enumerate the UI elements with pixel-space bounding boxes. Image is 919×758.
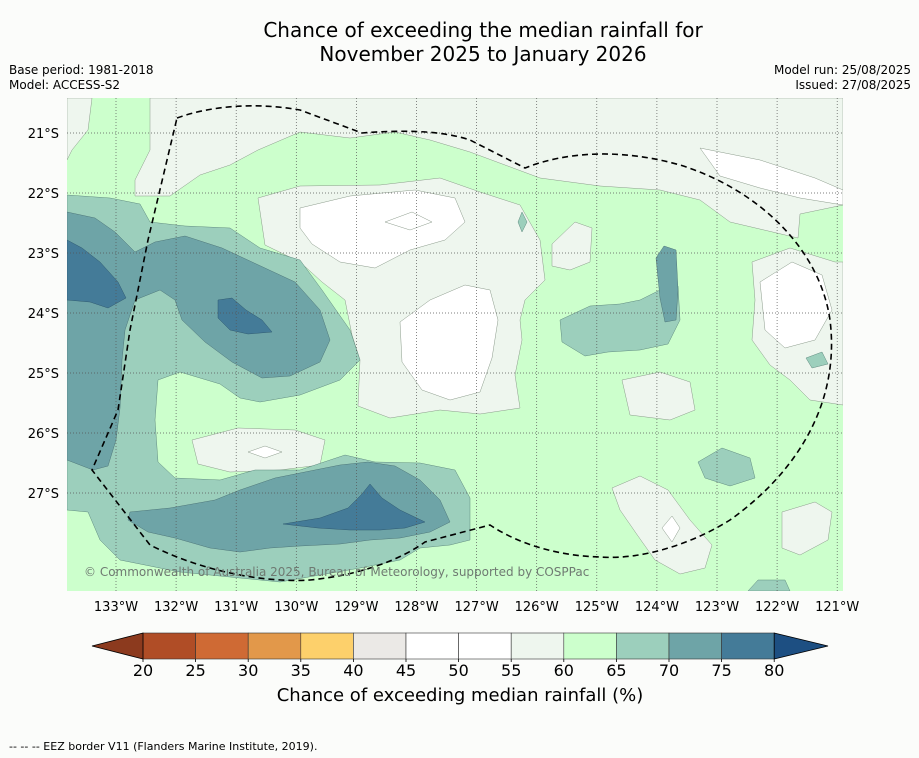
lon-tick-label: 122°W bbox=[755, 600, 799, 615]
lon-tick-label: 128°W bbox=[394, 600, 438, 615]
latitude-labels: 21°S 22°S 23°S 24°S 25°S 26°S 27°S bbox=[28, 127, 59, 502]
issued-text: Issued: 27/08/2025 bbox=[795, 78, 911, 92]
colorbar-swatch bbox=[300, 632, 354, 660]
field-75-80-center bbox=[217, 297, 273, 335]
colorbar-swatch bbox=[510, 632, 565, 660]
meta-right: Model run: 25/08/2025 Issued: 27/08/2025 bbox=[774, 63, 911, 93]
rainfall-map: 21°S22°S23°S24°S25°S26°S27°S 133°W 132°W 1… bbox=[28, 98, 860, 680]
colorbar-swatch bbox=[721, 632, 775, 660]
field-55-60-mid-e bbox=[551, 221, 593, 271]
field-70-75-east bbox=[655, 245, 679, 323]
field-65-70-blob bbox=[517, 211, 528, 233]
lon-tick-label: 121°W bbox=[815, 600, 859, 615]
lon-tick-label: 124°W bbox=[635, 600, 679, 615]
colorbar-swatch bbox=[247, 632, 302, 660]
field-white-sw-blob bbox=[247, 445, 283, 459]
colorbar-tick-label: 50 bbox=[448, 661, 468, 680]
colorbar-extend-high bbox=[773, 632, 829, 660]
lon-tick-label: 125°W bbox=[575, 600, 619, 615]
field-white-center bbox=[399, 284, 499, 401]
eez-border bbox=[91, 105, 833, 582]
field-white-ne bbox=[699, 147, 843, 206]
colorbar-swatch bbox=[668, 632, 722, 660]
lon-tick-label: 129°W bbox=[334, 600, 378, 615]
colorbar-tick-label: 25 bbox=[185, 661, 205, 680]
model-text: Model: ACCESS-S2 bbox=[9, 78, 121, 92]
eez-border-legend: -- -- -- EEZ border V11 (Flanders Marine… bbox=[9, 740, 318, 753]
lon-tick-label: 132°W bbox=[154, 600, 198, 615]
lon-tick-label: 123°W bbox=[695, 600, 739, 615]
colorbar-tick-label: 35 bbox=[291, 661, 311, 680]
lon-tick-label: 126°W bbox=[515, 600, 559, 615]
colorbar-swatch bbox=[616, 632, 670, 660]
field-65-70-east bbox=[559, 285, 681, 357]
lat-tick-label: 22°S bbox=[28, 187, 59, 202]
lon-tick-label: 131°W bbox=[214, 600, 258, 615]
colorbar-tick-label: 55 bbox=[501, 661, 521, 680]
base-period-text: Base period: 1981-2018 bbox=[9, 63, 154, 77]
lon-tick-label: 130°W bbox=[274, 600, 318, 615]
lat-tick-label: 21°S bbox=[28, 127, 59, 142]
colorbar-swatch bbox=[458, 632, 512, 660]
field-70-75-west bbox=[67, 211, 331, 471]
map-title: Chance of exceeding the median rainfall … bbox=[0, 18, 919, 66]
colorbar-swatch bbox=[563, 632, 617, 660]
colorbar-tick-label: 80 bbox=[764, 661, 784, 680]
colorbar-tick-label: 70 bbox=[659, 661, 679, 680]
colorbar-tick-label: 20 bbox=[133, 661, 153, 680]
colorbar-tick-label: 65 bbox=[606, 661, 626, 680]
lat-tick-label: 24°S bbox=[28, 307, 59, 322]
field-65-70-se bbox=[697, 447, 756, 487]
model-run-text: Model run: 25/08/2025 bbox=[773, 63, 911, 77]
colorbar-tick-label: 30 bbox=[238, 661, 258, 680]
field-white-east bbox=[759, 261, 833, 349]
map-plot-area bbox=[67, 98, 843, 591]
map-title-line-1: Chance of exceeding the median rainfall … bbox=[263, 18, 703, 42]
field-65-70-east-blob bbox=[805, 351, 829, 369]
colorbar-swatch bbox=[142, 632, 196, 660]
field-75-80-south bbox=[282, 483, 426, 531]
map-title-line-2: November 2025 to January 2026 bbox=[319, 42, 647, 66]
colorbar-tick-label: 60 bbox=[554, 661, 574, 680]
colorbar-extend-low bbox=[91, 632, 144, 660]
field-white-north-blob bbox=[384, 211, 433, 231]
lat-tick-label: 23°S bbox=[28, 247, 59, 262]
colorbar-tick-label: 45 bbox=[396, 661, 416, 680]
lon-tick-label: 133°W bbox=[94, 600, 138, 615]
colorbar-swatch bbox=[353, 632, 407, 660]
colorbar: 20 25 30 35 40 45 50 55 60 65 70 75 80 bbox=[91, 632, 829, 680]
meta-left: Base period: 1981-2018 Model: ACCESS-S2 bbox=[9, 63, 154, 93]
field-55-60-se bbox=[611, 475, 713, 575]
lat-tick-label: 27°S bbox=[28, 487, 59, 502]
colorbar-tick-label: 75 bbox=[711, 661, 731, 680]
field-55-60-north bbox=[134, 98, 843, 239]
lon-tick-label: 127°W bbox=[455, 600, 499, 615]
longitude-labels: 133°W 132°W 131°W 130°W 129°W 128°W 127°W 126°W… bbox=[94, 600, 860, 615]
field-white-se-blob bbox=[661, 515, 681, 543]
colorbar-tick-label: 40 bbox=[343, 661, 363, 680]
colorbar-label: Chance of exceeding median rainfall (%) bbox=[276, 685, 644, 706]
colorbar-swatch bbox=[405, 632, 459, 660]
field-55-60-mid-se bbox=[621, 371, 696, 421]
lat-tick-label: 25°S bbox=[28, 367, 59, 382]
colorbar-swatch bbox=[195, 632, 249, 660]
lat-tick-label: 26°S bbox=[28, 427, 59, 442]
field-55-60-west-edge bbox=[67, 98, 93, 161]
field-white-north bbox=[299, 189, 466, 269]
gridlines bbox=[67, 98, 843, 591]
field-55-60-se2 bbox=[781, 501, 833, 556]
copyright-credit: © Commonwealth of Australia 2025, Bureau… bbox=[84, 565, 590, 579]
field-65-70-se2 bbox=[747, 579, 791, 591]
